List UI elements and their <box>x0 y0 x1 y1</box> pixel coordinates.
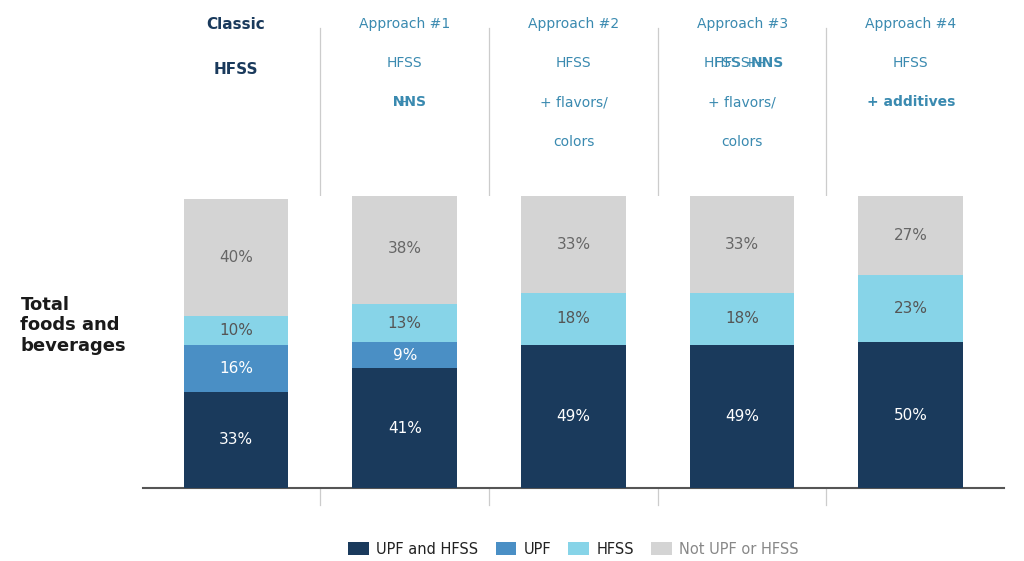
Text: + flavors/: + flavors/ <box>540 95 607 109</box>
Text: 9%: 9% <box>392 348 417 363</box>
Text: 16%: 16% <box>219 361 253 376</box>
Bar <box>521 345 626 488</box>
Bar <box>521 196 626 293</box>
Bar <box>521 293 626 345</box>
Legend: UPF and HFSS, UPF, HFSS, Not UPF or HFSS: UPF and HFSS, UPF, HFSS, Not UPF or HFSS <box>342 536 805 561</box>
Text: Approach #4: Approach #4 <box>865 17 956 31</box>
Bar <box>690 196 795 293</box>
Bar <box>184 392 289 488</box>
Text: + additives: + additives <box>866 95 955 109</box>
Bar <box>352 194 457 304</box>
Text: Approach #3: Approach #3 <box>696 17 787 31</box>
Text: 18%: 18% <box>556 311 591 327</box>
Text: Classic: Classic <box>207 17 265 32</box>
Text: 23%: 23% <box>894 301 928 316</box>
Bar <box>352 342 457 369</box>
Text: 49%: 49% <box>556 409 591 424</box>
Bar <box>858 342 963 488</box>
Text: Total
foods and
beverages: Total foods and beverages <box>20 296 126 355</box>
Text: Approach #2: Approach #2 <box>528 17 618 31</box>
Text: 13%: 13% <box>388 316 422 331</box>
Text: 50%: 50% <box>894 408 928 422</box>
Text: 33%: 33% <box>219 433 253 448</box>
Text: HFSS +: HFSS + <box>714 56 770 70</box>
Bar <box>858 275 963 342</box>
Text: 49%: 49% <box>725 409 759 424</box>
Text: Approach #1: Approach #1 <box>359 17 451 31</box>
Bar <box>184 199 289 316</box>
Text: 40%: 40% <box>219 250 253 265</box>
Bar <box>352 369 457 488</box>
Text: colors: colors <box>722 135 763 149</box>
Text: HFSS: HFSS <box>214 62 258 77</box>
Text: HFSS: HFSS <box>387 56 423 70</box>
Bar <box>690 345 795 488</box>
Text: 18%: 18% <box>725 311 759 327</box>
Bar <box>352 304 457 342</box>
Text: HFSS +: HFSS + <box>703 56 760 70</box>
Text: 27%: 27% <box>894 228 928 243</box>
Bar <box>858 196 963 275</box>
Text: HFSS: HFSS <box>893 56 929 70</box>
Text: 10%: 10% <box>219 323 253 338</box>
Text: + flavors/: + flavors/ <box>709 95 776 109</box>
Bar <box>690 293 795 345</box>
Bar <box>184 345 289 392</box>
Text: +: + <box>396 95 413 109</box>
Text: colors: colors <box>553 135 594 149</box>
Text: 41%: 41% <box>388 421 422 436</box>
Text: 38%: 38% <box>388 241 422 256</box>
Text: HFSS: HFSS <box>556 56 591 70</box>
Text: NNS: NNS <box>751 56 784 70</box>
Bar <box>184 316 289 345</box>
Text: 33%: 33% <box>556 237 591 252</box>
Text: 33%: 33% <box>725 237 759 252</box>
Text: NNS: NNS <box>383 95 426 109</box>
